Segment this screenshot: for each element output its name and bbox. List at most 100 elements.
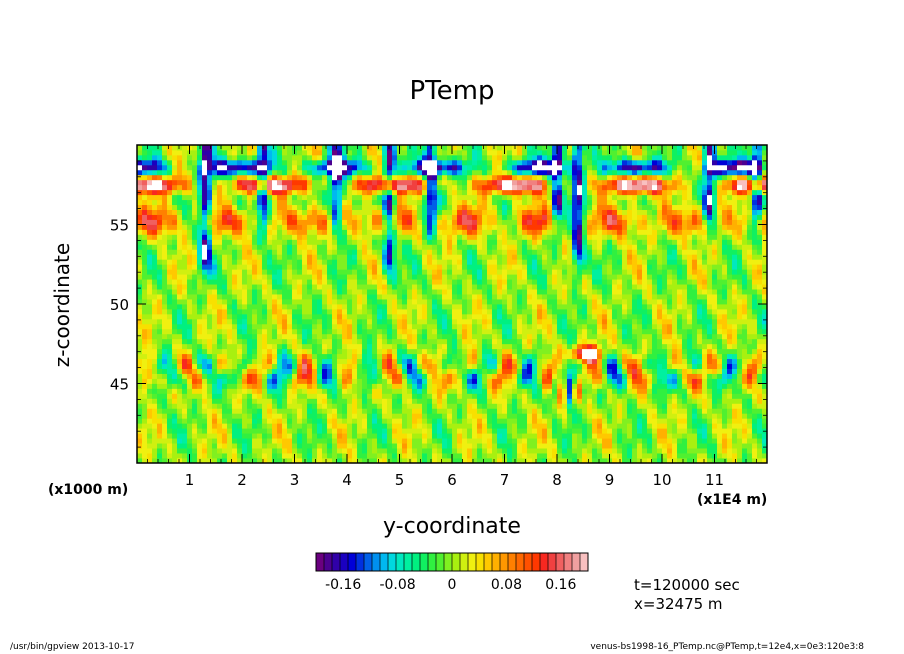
heatmap-cell — [177, 398, 183, 404]
heatmap-cell — [372, 264, 378, 270]
heatmap-cell — [162, 249, 168, 255]
heatmap-cell — [402, 433, 408, 439]
heatmap-cell — [202, 159, 208, 166]
heatmap-cell — [342, 239, 348, 245]
heatmap-cell — [232, 343, 238, 350]
heatmap-cell — [242, 234, 248, 240]
heatmap-cell — [427, 204, 433, 210]
heatmap-cell — [267, 224, 273, 230]
heatmap-cell — [427, 184, 433, 191]
heatmap-cell — [257, 458, 263, 464]
heatmap-cell — [262, 443, 268, 449]
heatmap-cell — [207, 294, 213, 300]
heatmap-cell — [507, 443, 513, 449]
heatmap-cell — [177, 294, 183, 300]
heatmap-cell — [412, 378, 418, 384]
heatmap-cell — [422, 383, 428, 389]
heatmap-cell — [222, 308, 228, 315]
heatmap-cell — [292, 289, 298, 295]
heatmap-cell — [317, 423, 323, 429]
heatmap-cell — [477, 388, 483, 394]
heatmap-cell — [497, 323, 503, 330]
heatmap-cell — [417, 259, 423, 265]
heatmap-cell — [332, 254, 338, 260]
heatmap-cell — [432, 418, 438, 424]
heatmap-cell — [212, 199, 218, 206]
heatmap-cell — [192, 304, 198, 310]
heatmap-cell — [242, 373, 248, 379]
heatmap-cell — [287, 328, 293, 335]
heatmap-cell — [467, 194, 473, 201]
heatmap-cell — [347, 169, 353, 176]
heatmap-cell — [407, 418, 413, 424]
heatmap-cell — [282, 323, 288, 330]
heatmap-cell — [337, 174, 343, 181]
heatmap-cell — [157, 403, 163, 409]
heatmap-cell — [432, 279, 438, 285]
heatmap-cell — [227, 353, 233, 360]
heatmap-cell — [522, 353, 528, 360]
heatmap-cell — [137, 353, 143, 360]
heatmap-cell — [162, 328, 168, 335]
heatmap-cell — [517, 254, 523, 260]
heatmap-cell — [242, 304, 248, 310]
heatmap-cell — [457, 279, 463, 285]
heatmap-cell — [227, 338, 233, 345]
heatmap-cell — [377, 393, 383, 399]
heatmap-cell — [422, 443, 428, 449]
heatmap-cell — [392, 179, 398, 186]
heatmap-cell — [317, 159, 323, 166]
heatmap-cell — [482, 199, 488, 206]
heatmap-cell — [407, 308, 413, 315]
heatmap-cell — [202, 154, 208, 161]
heatmap-cell — [267, 353, 273, 360]
heatmap-cell — [162, 254, 168, 260]
heatmap-cell — [142, 209, 148, 215]
heatmap-cell — [362, 254, 368, 260]
heatmap-cell — [502, 378, 508, 384]
heatmap-cell — [162, 448, 168, 454]
heatmap-cell — [237, 284, 243, 290]
heatmap-cell — [397, 323, 403, 330]
heatmap-cell — [467, 164, 473, 171]
heatmap-cell — [172, 244, 178, 250]
heatmap-cell — [317, 259, 323, 265]
heatmap-cell — [297, 194, 303, 201]
heatmap-cell — [147, 259, 153, 265]
heatmap-cell — [497, 214, 503, 220]
heatmap-cell — [267, 214, 273, 220]
heatmap-cell — [482, 289, 488, 295]
heatmap-cell — [267, 358, 273, 365]
heatmap-cell — [302, 259, 308, 265]
heatmap-cell — [397, 194, 403, 201]
heatmap-cell — [237, 448, 243, 454]
heatmap-cell — [437, 378, 443, 384]
heatmap-cell — [282, 313, 288, 320]
heatmap-cell — [292, 304, 298, 310]
heatmap-cell — [452, 403, 458, 409]
heatmap-cell — [267, 294, 273, 300]
heatmap-cell — [302, 204, 308, 210]
heatmap-cell — [492, 234, 498, 240]
heatmap-cell — [277, 149, 283, 156]
heatmap-cell — [392, 219, 398, 225]
heatmap-cell — [457, 423, 463, 429]
heatmap-cell — [377, 289, 383, 295]
heatmap-cell — [327, 373, 333, 379]
heatmap-cell — [422, 234, 428, 240]
heatmap-cell — [297, 304, 303, 310]
heatmap-cell — [437, 333, 443, 340]
heatmap-cell — [412, 373, 418, 379]
heatmap-cell — [262, 428, 268, 434]
heatmap-cell — [182, 413, 188, 419]
heatmap-cell — [177, 318, 183, 325]
heatmap-cell — [202, 418, 208, 424]
heatmap-cell — [257, 438, 263, 444]
heatmap-cell — [267, 373, 273, 379]
heatmap-cell — [142, 348, 148, 355]
heatmap-cell — [212, 179, 218, 186]
heatmap-cell — [137, 378, 143, 384]
heatmap-cell — [277, 363, 283, 369]
heatmap-cell — [462, 214, 468, 220]
heatmap-cell — [167, 398, 173, 404]
